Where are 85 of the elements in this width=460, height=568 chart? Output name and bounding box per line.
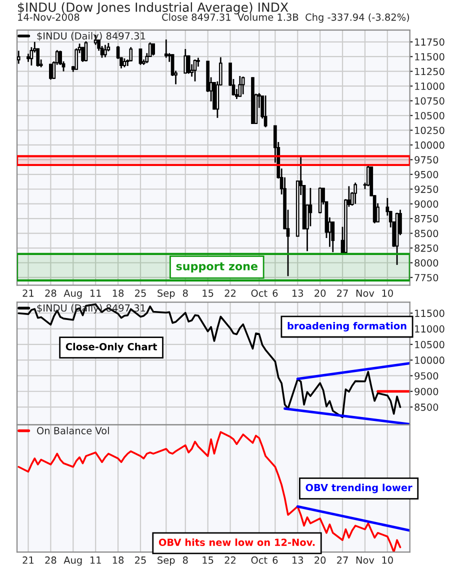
- x-tick-label: 22: [224, 556, 236, 564]
- candlestick: [354, 182, 358, 205]
- y-tick-label: 8500: [414, 404, 438, 411]
- chart-subtitle: 14-Nov-2008: [18, 13, 80, 21]
- x-tick-label: 21: [22, 289, 34, 297]
- x-tick-label: 11: [90, 290, 101, 297]
- x-tick-label: Aug: [64, 556, 82, 566]
- x-tick-label: 10: [382, 289, 393, 297]
- x-tick-label: 15: [202, 290, 214, 297]
- candlestick: [241, 76, 245, 95]
- x-tick-label: Sep: [158, 556, 175, 566]
- candlestick: [264, 94, 268, 128]
- y-tick-label: 11000: [415, 325, 444, 333]
- y-tick-label: 11250: [415, 68, 444, 76]
- x-tick-label: 28: [45, 289, 56, 297]
- candlestick: [164, 38, 168, 58]
- y-tick-label: 10000: [415, 141, 444, 149]
- candlestick: [238, 75, 242, 98]
- x-tick-label: Nov: [356, 556, 374, 564]
- x-tick-label: 8: [182, 289, 188, 297]
- y-tick-label: 10000: [415, 356, 444, 364]
- x-tick-label: 20: [314, 556, 326, 564]
- candlestick: [138, 48, 142, 66]
- y-tick-label: 8500: [414, 230, 438, 238]
- candlestick: [104, 44, 107, 58]
- x-tick-label: 13: [292, 289, 304, 297]
- x-tick-label: Aug: [64, 290, 82, 299]
- x-tick-label: 25: [135, 556, 146, 564]
- y-tick-label: 10500: [415, 340, 444, 348]
- annotation: Close-Only Chart: [66, 342, 158, 352]
- y-tick-label: 10250: [415, 126, 444, 134]
- x-tick-label: 18: [112, 556, 124, 564]
- candlestick: [152, 42, 155, 56]
- text: Close 8497.31 Volume 1.3B Chg -337.94 (-3.82%): [162, 13, 410, 23]
- y-tick-label: 11750: [415, 38, 444, 46]
- candlestick: [308, 187, 312, 227]
- x-tick-label: 10: [382, 556, 393, 564]
- candlestick: [129, 46, 133, 62]
- band-label: support zone: [176, 262, 258, 273]
- x-tick-label: 18: [112, 289, 124, 297]
- y-tick-label: 10500: [415, 112, 444, 120]
- x-tick-label: Oct: [251, 556, 268, 564]
- x-tick-label: 25: [135, 289, 146, 297]
- y-tick-label: 9500: [414, 170, 438, 178]
- y-tick-label: 9000: [414, 200, 438, 208]
- y-tick-label: 9500: [414, 372, 438, 380]
- annotation: OBV trending lower: [306, 484, 412, 494]
- candlestick: [186, 54, 190, 74]
- candlestick: [331, 220, 335, 253]
- candlestick: [81, 46, 84, 63]
- x-tick-label: Sep: [158, 289, 175, 299]
- y-tick-label: 8250: [414, 244, 438, 252]
- x-tick-label: 22: [224, 289, 236, 297]
- x-tick-label: 27: [337, 556, 348, 564]
- x-tick-label: 15: [202, 556, 214, 564]
- legend-label: On Balance Vol: [37, 426, 109, 434]
- annotation: broadening formation: [288, 322, 406, 332]
- y-tick-label: 7750: [414, 274, 438, 282]
- candlestick: [184, 48, 188, 74]
- y-tick-label: 9750: [414, 156, 438, 164]
- x-tick-label: 13: [292, 556, 304, 564]
- x-tick-label: 28: [45, 556, 56, 564]
- candlestick: [49, 63, 52, 80]
- y-tick-label: 8750: [414, 215, 438, 222]
- y-tick-label: 10750: [415, 97, 444, 105]
- x-tick-label: Oct: [251, 289, 268, 297]
- candlestick: [30, 46, 34, 66]
- candlestick: [193, 58, 197, 82]
- x-tick-label: 6: [272, 289, 278, 297]
- x-tick-label: 21: [22, 556, 34, 564]
- x-tick-label: 27: [337, 289, 348, 297]
- y-tick-label: 11000: [415, 82, 444, 90]
- y-tick-label: 8000: [414, 259, 438, 267]
- candlestick: [74, 48, 78, 70]
- y-tick-label: 11500: [415, 310, 444, 317]
- x-tick-label: 6: [272, 556, 278, 564]
- x-tick-label: Nov: [356, 290, 374, 297]
- y-tick-label: 11500: [415, 53, 444, 60]
- x-tick-label: 8: [182, 556, 188, 564]
- y-tick-label: 9250: [414, 186, 438, 193]
- x-tick-label: 11: [90, 556, 101, 564]
- annotation: OBV hits new low on 12-Nov.: [158, 538, 315, 546]
- y-tick-label: 9000: [414, 388, 438, 396]
- chart-title: $INDU (Dow Jones Industrial Average) INDX: [18, 2, 288, 14]
- x-tick-label: 20: [314, 289, 326, 297]
